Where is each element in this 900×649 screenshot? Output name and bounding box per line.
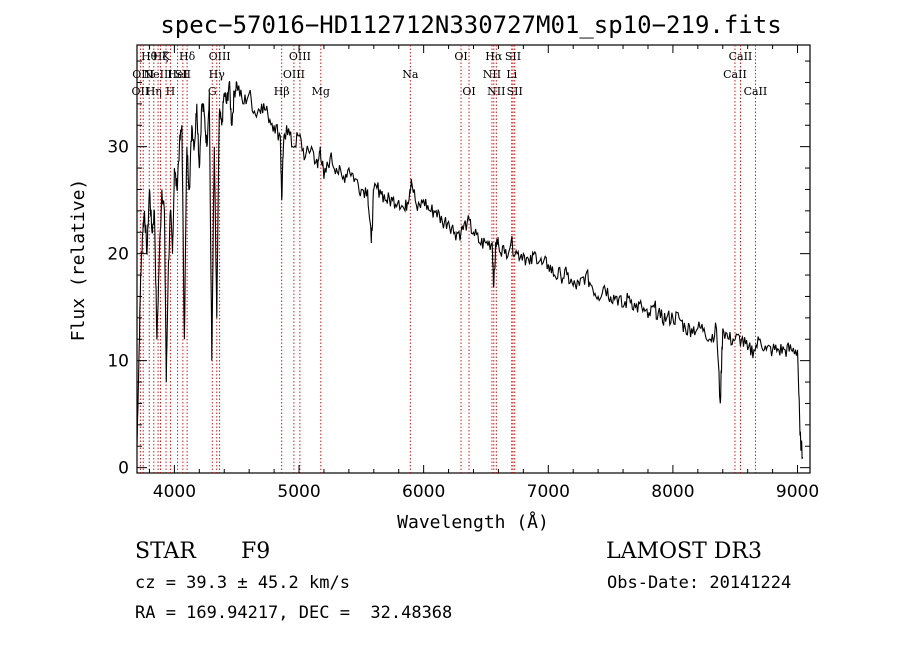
marker-label: SII (505, 50, 521, 63)
x-tick-label: 8000 (651, 482, 694, 502)
marker-label: Hβ (274, 85, 290, 98)
x-tick-label: 9000 (776, 482, 819, 502)
chart-title: spec−57016−HD112712N330727M01_sp10−219.f… (160, 11, 781, 39)
marker-label: NII (487, 85, 505, 98)
y-axis-label: Flux (relative) (68, 179, 89, 342)
x-tick-label: 5000 (277, 482, 320, 502)
coordinates: RA = 169.94217, DEC = 32.48368 (135, 603, 453, 623)
marker-label: H (166, 85, 176, 98)
marker-label: Hη (146, 85, 162, 98)
marker-label: HeI (167, 68, 187, 81)
y-tick-label: 10 (107, 352, 129, 372)
marker-label: OIII (289, 50, 311, 63)
marker-label: Hζ (153, 50, 169, 63)
marker-label: OIII (209, 50, 231, 63)
marker-label: CaII (744, 85, 768, 98)
marker-label: OII (132, 85, 150, 98)
spectrum-line (136, 81, 804, 460)
marker-label: OI (462, 85, 475, 98)
x-axis-label: Wavelength (Å) (397, 511, 549, 533)
marker-label: Li (506, 68, 517, 81)
x-tick-label: 7000 (527, 482, 570, 502)
marker-label: CaII (729, 50, 753, 63)
x-tick-label: 4000 (153, 482, 196, 502)
marker-label: Na (402, 68, 419, 81)
marker-label: NeIII (143, 68, 172, 81)
y-tick-label: 20 (107, 245, 129, 265)
marker-label: OIII (283, 68, 305, 81)
marker-label: Hγ (209, 68, 226, 81)
marker-label: NII (483, 68, 501, 81)
x-tick-label: 6000 (402, 482, 445, 502)
observation-date: Obs-Date: 20141224 (607, 573, 792, 593)
object-subclass: F9 (241, 539, 271, 564)
x-axis-ticks: 4000 5000 6000 7000 8000 9000 (148, 45, 819, 502)
line-marker-labels: OIIOIIIHθHηNeIIIHζKHHeISIIHδGHγOIIIHβOII… (132, 50, 768, 98)
redshift-cz: cz = 39.3 ± 45.2 km/s (135, 573, 350, 593)
line-markers (139, 45, 756, 473)
marker-label: SII (507, 85, 523, 98)
marker-label: G (208, 85, 217, 98)
marker-label: OIII (132, 68, 154, 81)
plot-frame (136, 44, 811, 474)
marker-label: Hα (485, 50, 503, 63)
y-tick-label: 30 (107, 138, 129, 158)
survey-name: LAMOST DR3 (606, 539, 762, 564)
y-axis-ticks: 0 10 20 30 (107, 60, 810, 479)
marker-label: Hθ (141, 50, 158, 63)
y-tick-label: 0 (118, 459, 129, 479)
marker-label: Hδ (179, 50, 196, 63)
marker-label: SII (175, 68, 191, 81)
marker-label: OI (454, 50, 467, 63)
object-type: STAR (135, 539, 196, 564)
marker-label: Mg (312, 85, 330, 98)
marker-label: CaII (723, 68, 747, 81)
marker-label: K (162, 50, 171, 63)
